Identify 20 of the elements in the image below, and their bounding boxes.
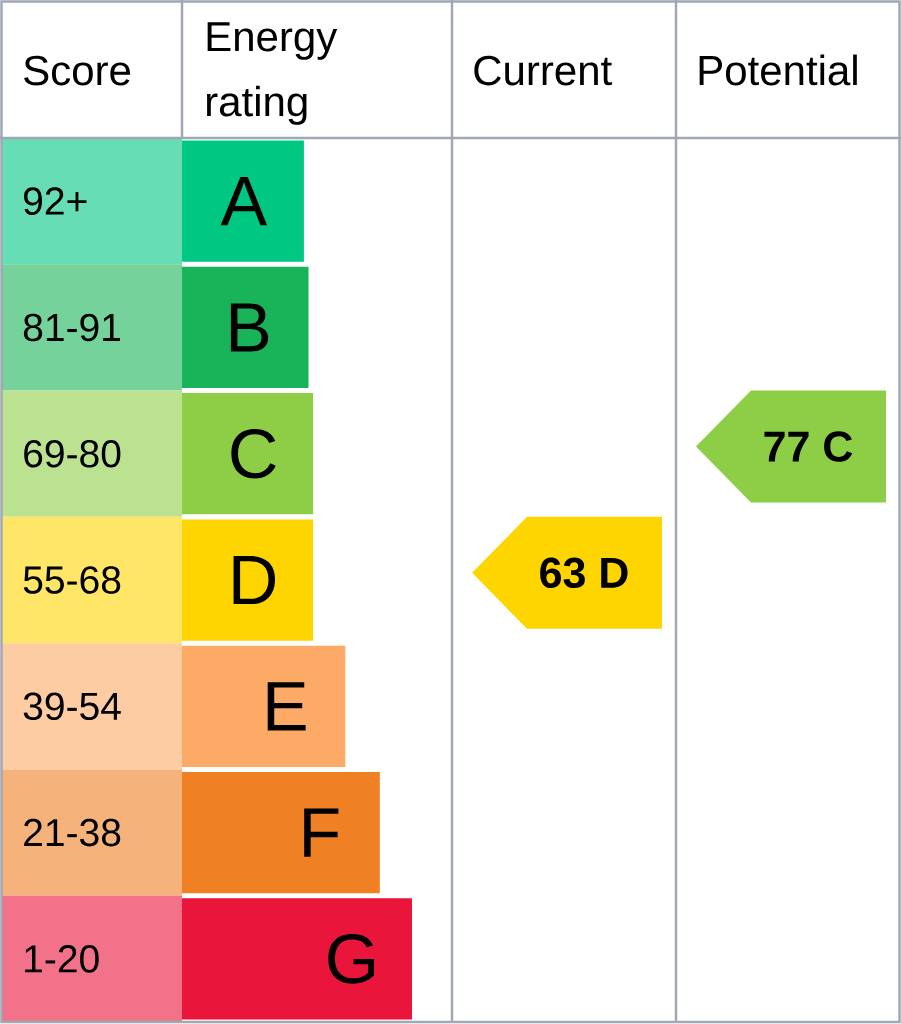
annotation: C [231,428,276,479]
text: Current [474,55,612,86]
y-tick-label: 81-91 [23,313,121,342]
annotation: D [233,555,276,605]
annotation: F [304,808,339,857]
annotation: A [220,177,268,226]
y-tick-label: 1-20 [25,945,99,973]
text: 77 C [764,431,853,462]
y-tick-label: 21-38 [24,818,121,847]
annotation: B [230,303,269,352]
y-tick-label: 92+ [24,187,87,215]
annotation: E [267,682,306,731]
y-tick-label: 69-80 [24,439,121,468]
y-tick-label: 55-68 [23,566,121,594]
text: 63 D [540,557,628,589]
y-tick-label: 39-54 [23,692,121,721]
annotation: G [328,934,374,984]
x-axis-title: Energy rating [207,22,338,125]
y-axis-title: Score [24,55,131,86]
text: Potential [699,54,857,86]
